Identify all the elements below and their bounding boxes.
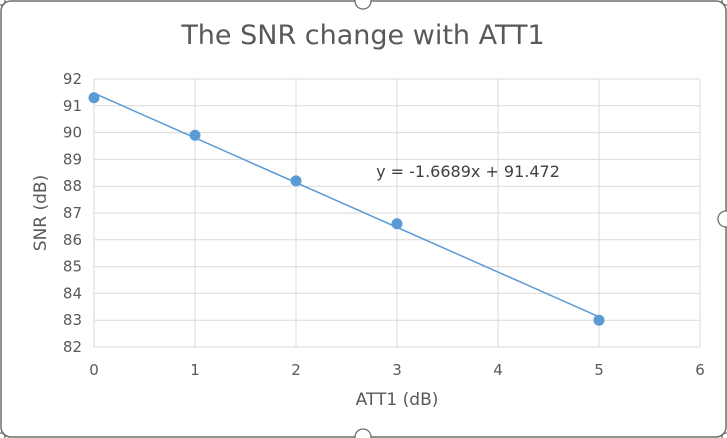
- x-tick-label: 0: [89, 361, 99, 379]
- linear-trendline: [93, 92, 600, 318]
- data-point: [391, 218, 403, 230]
- resize-handle-top[interactable]: [354, 0, 372, 10]
- tick-labels: 82 83 84 85 86 87 88 89 90 91 92 0 1 2 3 4 5 6: [63, 70, 705, 379]
- x-tick-label: 6: [695, 361, 705, 379]
- y-tick-label: 84: [63, 284, 82, 302]
- y-tick-label: 88: [63, 177, 82, 195]
- resize-handle-bottom-right[interactable]: [721, 432, 727, 438]
- data-series: [88, 92, 605, 326]
- x-tick-label: 2: [291, 361, 301, 379]
- resize-handle-bottom-left[interactable]: [0, 432, 6, 438]
- data-point: [593, 314, 605, 326]
- resize-handle-right[interactable]: [717, 210, 727, 228]
- data-point: [290, 175, 302, 187]
- y-tick-label: 86: [63, 231, 82, 249]
- x-tick-label: 4: [493, 361, 503, 379]
- y-tick-label: 82: [63, 338, 82, 356]
- data-point: [88, 92, 100, 104]
- chart-title: The SNR change with ATT1: [180, 20, 544, 51]
- y-axis-title: SNR (dB): [31, 175, 51, 251]
- resize-handle-top-left[interactable]: [0, 0, 6, 6]
- y-tick-label: 91: [63, 97, 82, 115]
- y-tick-label: 85: [63, 258, 82, 276]
- y-tick-label: 92: [63, 70, 82, 88]
- x-tick-label: 3: [392, 361, 402, 379]
- x-tick-label: 5: [594, 361, 604, 379]
- x-axis-title: ATT1 (dB): [356, 390, 439, 410]
- x-tick-label: 1: [190, 361, 200, 379]
- y-tick-label: 87: [63, 204, 82, 222]
- trendline-equation: y = -1.6689x + 91.472: [376, 162, 560, 181]
- y-tick-label: 89: [63, 150, 82, 168]
- data-point: [189, 129, 201, 141]
- resize-handle-bottom[interactable]: [354, 428, 372, 438]
- y-tick-label: 90: [63, 124, 82, 142]
- y-tick-label: 83: [63, 311, 82, 329]
- grid-lines: [93, 78, 701, 348]
- resize-handle-top-right[interactable]: [721, 0, 727, 6]
